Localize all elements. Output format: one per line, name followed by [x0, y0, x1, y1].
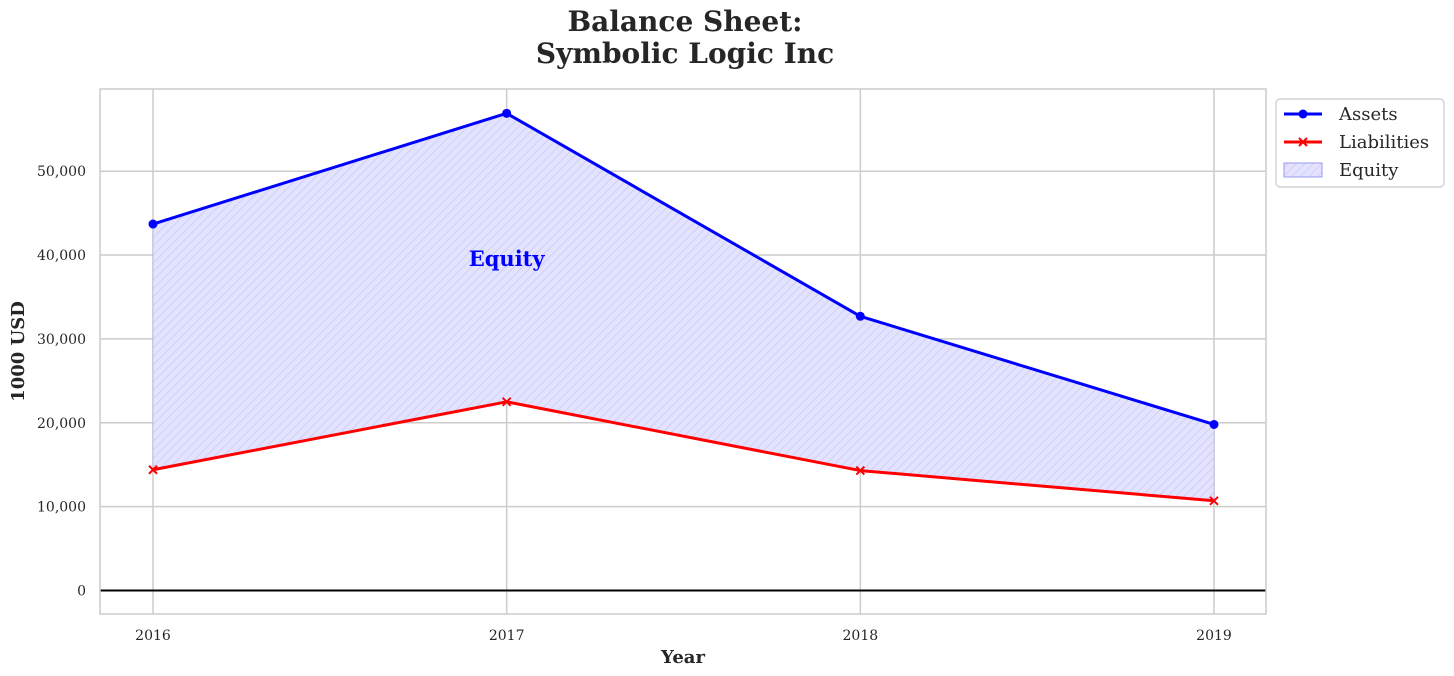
plot-area-frame — [99, 88, 1267, 615]
y-axis-label: 1000 USD — [8, 301, 29, 402]
equity-annotation: Equity — [469, 246, 546, 271]
chart-title-line2: Symbolic Logic Inc — [535, 37, 835, 70]
x-tick-label: 2019 — [1196, 628, 1232, 644]
y-tick-label: 50,000 — [37, 164, 86, 180]
x-tick-label: 2017 — [489, 628, 525, 644]
x-tick-label: 2018 — [843, 628, 879, 644]
assets-marker — [502, 108, 512, 118]
liabilities-marker — [1209, 496, 1219, 506]
liabilities-line — [152, 400, 1215, 503]
legend-equity-label: Equity — [1339, 160, 1399, 181]
x-axis-label: Year — [660, 647, 705, 668]
y-tick-label: 10,000 — [37, 500, 86, 516]
assets-marker — [148, 219, 158, 229]
legend-assets-label: Assets — [1338, 104, 1398, 125]
y-tick-label: 30,000 — [37, 332, 86, 348]
legend-equity-swatch — [1283, 162, 1323, 178]
legend-assets-marker — [1298, 109, 1308, 119]
assets-marker — [1209, 419, 1219, 429]
legend-liabilities-label: Liabilities — [1339, 132, 1429, 153]
legend-liabilities-marker — [1298, 137, 1308, 147]
chart-title-line1: Balance Sheet: — [567, 5, 803, 38]
y-tick-label: 0 — [77, 584, 86, 600]
chart-title: Balance Sheet: Symbolic Logic Inc — [0, 6, 1370, 70]
liabilities-marker — [148, 465, 158, 475]
x-tick-label: 2016 — [135, 628, 171, 644]
assets-line — [152, 111, 1215, 426]
legend: Assets Liabilities Equity — [1275, 98, 1445, 188]
liabilities-marker — [501, 397, 512, 407]
y-tick-label: 40,000 — [37, 248, 86, 264]
y-tick-label: 20,000 — [37, 416, 86, 432]
assets-marker — [855, 311, 865, 321]
liabilities-marker — [855, 465, 866, 476]
